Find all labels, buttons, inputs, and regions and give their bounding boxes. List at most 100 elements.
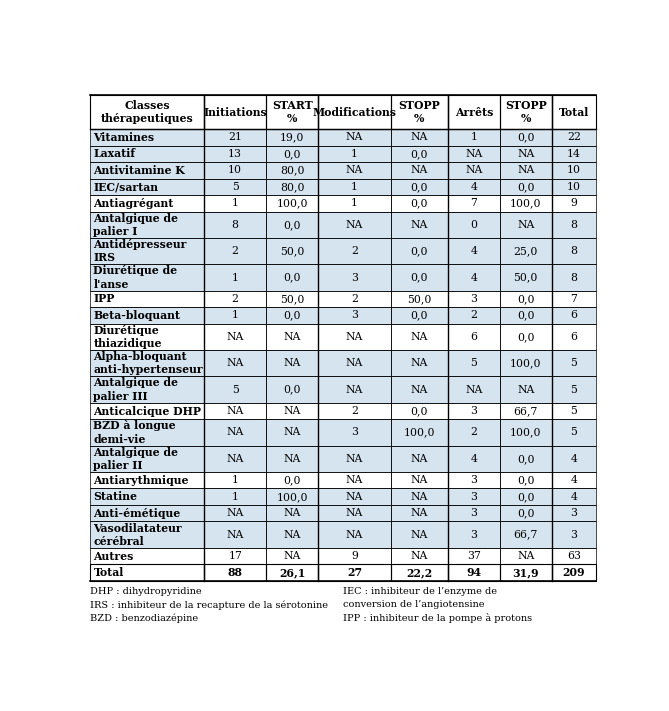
Bar bbox=[391, 307, 448, 324]
Text: Anticalcique DHP: Anticalcique DHP bbox=[94, 405, 201, 417]
Bar bbox=[448, 95, 500, 129]
Text: NA: NA bbox=[411, 492, 428, 502]
Text: Antiagrégant: Antiagrégant bbox=[94, 198, 174, 209]
Bar bbox=[552, 547, 596, 565]
Bar bbox=[500, 264, 552, 291]
Text: Statine: Statine bbox=[94, 491, 137, 502]
Bar bbox=[448, 146, 500, 162]
Bar bbox=[90, 419, 204, 446]
Bar bbox=[391, 446, 448, 472]
Bar bbox=[448, 521, 500, 547]
Bar bbox=[318, 472, 391, 488]
Bar bbox=[391, 162, 448, 178]
Bar bbox=[90, 195, 204, 212]
Bar bbox=[90, 146, 204, 162]
Bar bbox=[500, 238, 552, 264]
Bar bbox=[318, 403, 391, 419]
Text: 13: 13 bbox=[228, 149, 242, 159]
Bar bbox=[204, 264, 266, 291]
Text: 2: 2 bbox=[470, 311, 478, 321]
Text: 88: 88 bbox=[227, 567, 243, 578]
Bar bbox=[500, 129, 552, 146]
Bar bbox=[318, 95, 391, 129]
Bar bbox=[552, 291, 596, 307]
Bar bbox=[90, 350, 204, 376]
Text: 0,0: 0,0 bbox=[517, 475, 535, 485]
Bar bbox=[391, 178, 448, 195]
Text: Anti-émétique: Anti-émétique bbox=[94, 508, 181, 519]
Text: NA: NA bbox=[227, 454, 244, 464]
Bar bbox=[318, 446, 391, 472]
Bar bbox=[552, 195, 596, 212]
Text: 100,0: 100,0 bbox=[276, 198, 308, 208]
Bar bbox=[90, 505, 204, 521]
Bar bbox=[90, 264, 204, 291]
Bar bbox=[391, 521, 448, 547]
Bar bbox=[500, 350, 552, 376]
Bar bbox=[318, 521, 391, 547]
Text: Alpha-bloquant
anti-hypertenseur: Alpha-bloquant anti-hypertenseur bbox=[94, 351, 203, 375]
Bar bbox=[266, 307, 318, 324]
Bar bbox=[204, 129, 266, 146]
Text: 9: 9 bbox=[351, 551, 358, 561]
Bar bbox=[448, 195, 500, 212]
Bar bbox=[318, 238, 391, 264]
Text: IPP: IPP bbox=[94, 294, 115, 304]
Bar bbox=[90, 324, 204, 350]
Text: 5: 5 bbox=[231, 385, 239, 395]
Bar bbox=[391, 505, 448, 521]
Bar bbox=[500, 238, 552, 264]
Text: NA: NA bbox=[411, 220, 428, 230]
Bar bbox=[552, 129, 596, 146]
Bar bbox=[448, 162, 500, 178]
Text: 0,0: 0,0 bbox=[517, 508, 535, 518]
Bar bbox=[448, 403, 500, 419]
Bar bbox=[266, 264, 318, 291]
Bar bbox=[318, 324, 391, 350]
Text: 100,0: 100,0 bbox=[510, 358, 542, 368]
Bar bbox=[552, 403, 596, 419]
Text: 0,0: 0,0 bbox=[411, 149, 428, 159]
Text: 26,1: 26,1 bbox=[279, 567, 306, 578]
Bar bbox=[552, 521, 596, 547]
Text: NA: NA bbox=[517, 385, 535, 395]
Text: 1: 1 bbox=[231, 198, 239, 208]
Text: 3: 3 bbox=[470, 475, 478, 485]
Bar bbox=[204, 162, 266, 178]
Bar bbox=[90, 95, 204, 129]
Text: 6: 6 bbox=[570, 311, 577, 321]
Text: 0,0: 0,0 bbox=[517, 182, 535, 192]
Bar bbox=[204, 146, 266, 162]
Text: 0,0: 0,0 bbox=[284, 149, 301, 159]
Bar bbox=[90, 95, 204, 129]
Bar bbox=[204, 547, 266, 565]
Text: NA: NA bbox=[411, 358, 428, 368]
Text: NA: NA bbox=[465, 166, 482, 176]
Bar bbox=[500, 376, 552, 403]
Bar bbox=[500, 472, 552, 488]
Bar bbox=[391, 376, 448, 403]
Text: Beta-bloquant: Beta-bloquant bbox=[94, 310, 181, 321]
Bar bbox=[204, 446, 266, 472]
Text: 14: 14 bbox=[567, 149, 581, 159]
Bar bbox=[552, 307, 596, 324]
Bar bbox=[90, 488, 204, 505]
Bar bbox=[204, 488, 266, 505]
Text: 1: 1 bbox=[231, 475, 239, 485]
Bar bbox=[391, 212, 448, 238]
Text: 50,0: 50,0 bbox=[280, 246, 304, 256]
Text: 50,0: 50,0 bbox=[514, 272, 538, 282]
Text: NA: NA bbox=[346, 132, 363, 142]
Text: NA: NA bbox=[411, 454, 428, 464]
Bar bbox=[204, 521, 266, 547]
Bar bbox=[500, 212, 552, 238]
Bar bbox=[318, 350, 391, 376]
Bar bbox=[90, 212, 204, 238]
Text: 5: 5 bbox=[470, 358, 478, 368]
Text: 21: 21 bbox=[228, 132, 242, 142]
Bar bbox=[448, 212, 500, 238]
Bar bbox=[500, 419, 552, 446]
Bar bbox=[391, 472, 448, 488]
Bar bbox=[391, 129, 448, 146]
Bar bbox=[318, 521, 391, 547]
